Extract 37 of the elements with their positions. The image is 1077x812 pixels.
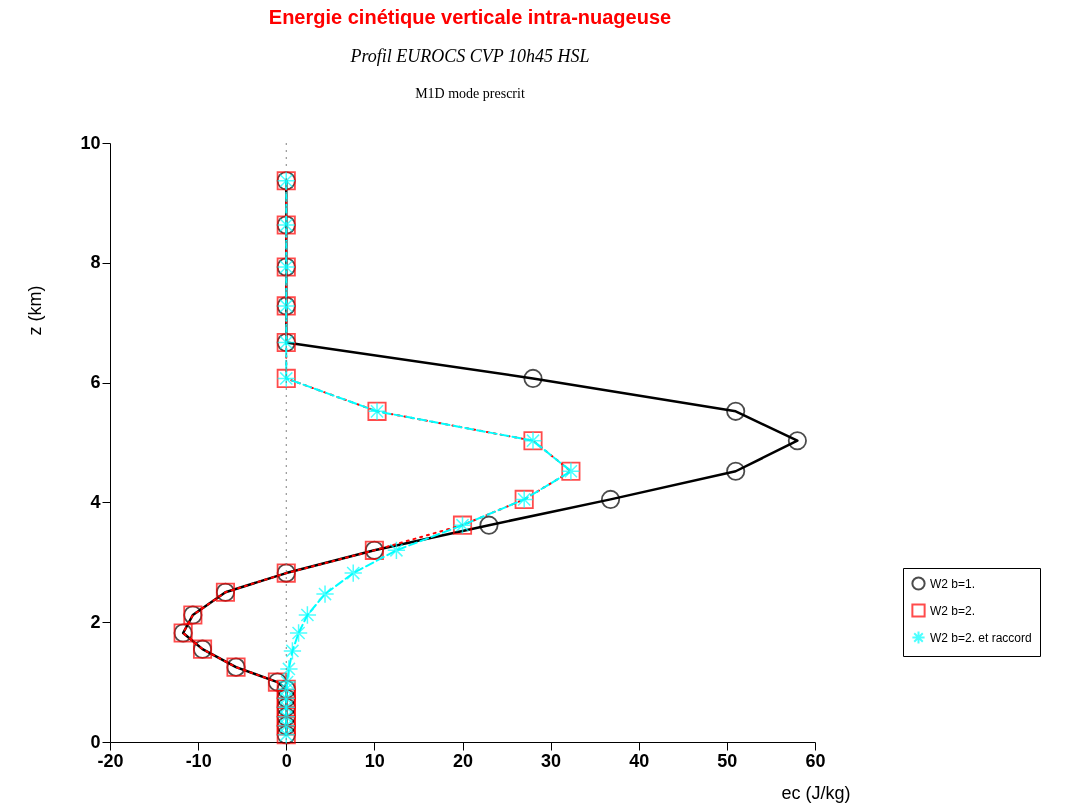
point — [523, 368, 543, 388]
x-tick-label: 40 — [629, 750, 650, 771]
point — [283, 641, 302, 661]
legend-label: W2 b=2. — [930, 603, 976, 618]
legend-label: W2 b=1. — [930, 576, 976, 591]
legend-label: W2 b=2. et raccord — [930, 630, 1032, 645]
y-axis-title: z (km) — [24, 285, 45, 336]
point — [315, 584, 335, 604]
point — [387, 540, 406, 560]
point — [297, 605, 317, 625]
point — [787, 431, 807, 451]
chart-subtitle: Profil EUROCS CVP 10h45 HSL — [349, 46, 591, 67]
point — [600, 489, 621, 509]
point — [726, 461, 746, 481]
y-tick-label: 0 — [90, 731, 101, 752]
x-tick-label: -20 — [97, 750, 124, 771]
x-tick-label: 30 — [541, 750, 562, 771]
x-tick-label: -10 — [185, 750, 212, 771]
point — [279, 659, 299, 679]
text: M1D mode prescrit — [414, 86, 526, 102]
y-tick-label: 2 — [90, 611, 101, 632]
x-tick-label: 60 — [805, 750, 826, 771]
y-tick-label: 6 — [90, 372, 101, 393]
point — [479, 515, 499, 535]
chart-title: Energie cinétique verticale intra-nuageuse — [267, 6, 673, 29]
point — [343, 563, 363, 583]
point — [726, 401, 746, 421]
y-tick-label: 10 — [80, 132, 101, 153]
x-tick-label: 50 — [717, 750, 738, 771]
x-tick-label: 10 — [364, 750, 385, 771]
y-tick-label: 8 — [90, 252, 101, 273]
x-tick-label: 0 — [281, 750, 292, 771]
point — [289, 623, 308, 643]
point — [277, 672, 297, 692]
x-axis-title: ec (J/kg) — [781, 782, 851, 803]
x-tick-label: 20 — [452, 750, 474, 771]
y-tick-label: 4 — [90, 491, 101, 512]
